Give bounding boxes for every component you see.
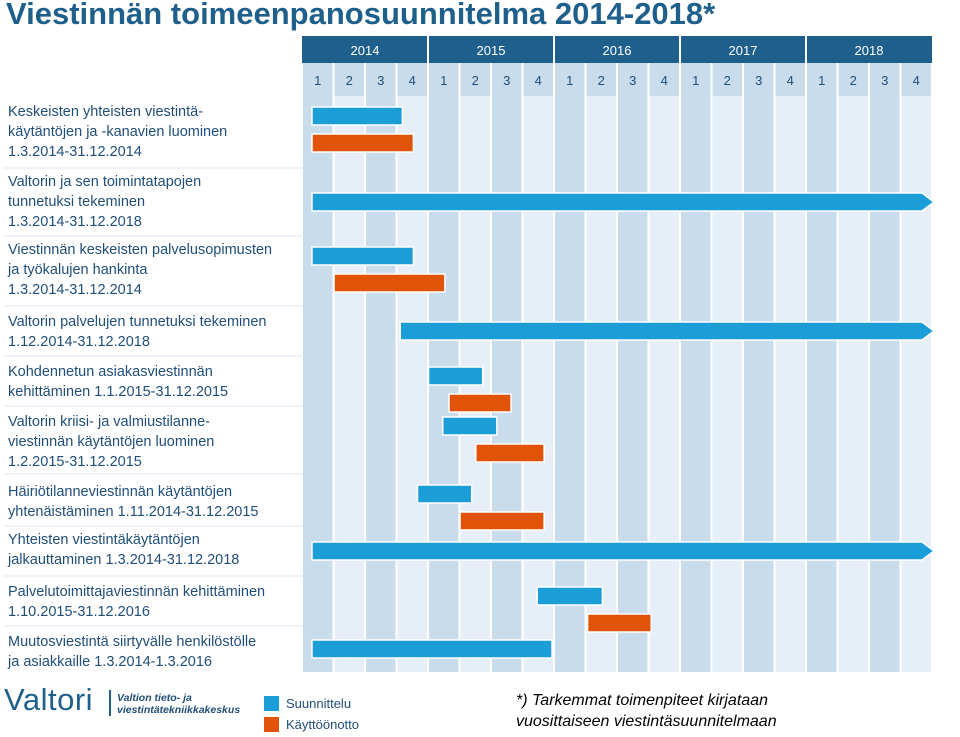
legend-label-deploy: Käyttöönotto [286, 717, 359, 732]
year-header [302, 36, 932, 63]
plan-bar [441, 416, 498, 436]
plan-bar [416, 484, 473, 504]
grid-column [869, 96, 901, 672]
quarter-tick-label: 2 [598, 73, 605, 88]
quarter-tick-label: 4 [409, 73, 416, 88]
deploy-bar [475, 443, 545, 463]
quarter-tick-label: 4 [787, 73, 794, 88]
grid-column [396, 96, 428, 672]
grid-column [900, 96, 932, 672]
grid-column [774, 96, 806, 672]
deploy-bar [586, 613, 652, 633]
gantt-chart: 2014 2015 2016 2017 2018 1 2 3 4 1 2 3 4 1 2 3 4 1 2 3 4 1 2 3 4 [4, 36, 936, 672]
year-tick-label: 2018 [855, 43, 884, 58]
deploy-bar [311, 133, 415, 153]
grid-column [837, 96, 869, 672]
quarter-tick-label: 4 [535, 73, 542, 88]
plan-bar [311, 106, 404, 126]
deploy-bar [448, 393, 512, 413]
legend-swatch-plan [264, 696, 279, 711]
plan-bar [427, 366, 484, 386]
plan-bar [399, 321, 936, 341]
legend-item-deploy: Käyttöönotto [264, 717, 359, 732]
quarter-tick-label: 3 [503, 73, 510, 88]
page-title: Viestinnän toimeenpanosuunnitelma 2014-2… [6, 0, 716, 31]
grid-column [522, 96, 554, 672]
legend-item-plan: Suunnittelu [264, 696, 351, 711]
grid-column [711, 96, 743, 672]
quarter-tick-label: 1 [314, 73, 321, 88]
valtori-logo: Valtori [4, 682, 94, 717]
grid-column [365, 96, 397, 672]
quarter-tick-label: 3 [755, 73, 762, 88]
row-label: Valtorin ja sen toimintatapojen tunnetuk… [8, 174, 202, 230]
grid-column [806, 96, 838, 672]
quarter-tick-label: 2 [472, 73, 479, 88]
quarter-tick-label: 3 [881, 73, 888, 88]
quarter-tick-label: 2 [346, 73, 353, 88]
plan-bar [311, 192, 936, 212]
tagline-text: Valtion tieto- ja viestintätekniikkakesk… [117, 692, 241, 716]
quarter-tick-label: 4 [661, 73, 668, 88]
row-label: Keskeisten yhteisten viestintä- käytäntö… [8, 104, 228, 160]
year-tick-label: 2014 [351, 43, 380, 58]
row-label: Yhteisten viestintäkäytäntöjen jalkautta… [8, 532, 240, 568]
year-tick-label: 2017 [729, 43, 758, 58]
quarter-tick-label: 1 [692, 73, 699, 88]
quarter-tick-label: 3 [629, 73, 636, 88]
row-label: Viestinnän keskeisten palvelusopimusten … [8, 242, 273, 298]
legend-label-plan: Suunnittelu [286, 696, 352, 711]
footnote-text: *) Tarkemmat toimenpiteet kirjataan vuos… [516, 692, 777, 730]
plan-bar [536, 586, 604, 606]
plan-bar [311, 639, 553, 659]
quarter-tick-label: 1 [566, 73, 573, 88]
row-label: Kohdennetun asiakasviestinnän kehittämin… [8, 364, 229, 400]
plan-bar [311, 246, 415, 266]
row-label: Valtorin kriisi- ja valmiustilanne- vies… [8, 414, 215, 470]
year-tick-label: 2016 [603, 43, 632, 58]
legend-swatch-deploy [264, 717, 279, 732]
row-label: Valtorin palvelujen tunnetuksi tekeminen… [8, 314, 267, 350]
logo-tagline: Valtion tieto- ja viestintätekniikkakesk… [117, 692, 240, 716]
row-label: Muutosviestintä siirtyvälle henkilöstöll… [8, 634, 257, 670]
row-label: Palvelutoimittajaviestinnän kehittäminen… [8, 584, 266, 620]
grid-column [491, 96, 523, 672]
year-tick-label: 2015 [477, 43, 506, 58]
footnote: *) Tarkemmat toimenpiteet kirjataan vuos… [516, 690, 777, 732]
deploy-bar [459, 511, 545, 531]
logo-separator [109, 690, 111, 716]
grid-column [585, 96, 617, 672]
grid-column [554, 96, 586, 672]
grid-column [617, 96, 649, 672]
quarter-tick-label: 4 [913, 73, 920, 88]
grid-column [302, 96, 334, 672]
quarter-tick-label: 2 [850, 73, 857, 88]
plan-bar [311, 541, 936, 561]
quarter-tick-label: 3 [377, 73, 384, 88]
grid-column [648, 96, 680, 672]
grid-column [743, 96, 775, 672]
quarter-tick-label: 1 [818, 73, 825, 88]
grid-column [680, 96, 712, 672]
grid-column [333, 96, 365, 672]
quarter-tick-label: 2 [724, 73, 731, 88]
row-label: Häiriötilanneviestinnän käytäntöjen yhte… [8, 484, 259, 520]
deploy-bar [333, 273, 446, 293]
quarter-tick-label: 1 [440, 73, 447, 88]
